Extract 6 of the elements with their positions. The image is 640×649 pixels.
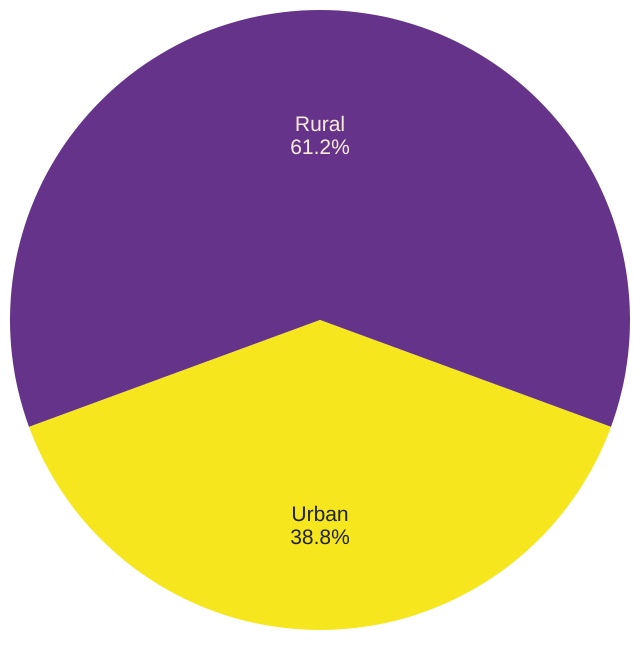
pie-slice — [28, 320, 612, 630]
data-label: 61.2% — [290, 136, 350, 159]
slice-label: Urban — [291, 503, 349, 526]
data-label: 38.8% — [290, 526, 350, 549]
pie-slice — [10, 10, 630, 427]
slice-label: Rural — [294, 113, 346, 136]
